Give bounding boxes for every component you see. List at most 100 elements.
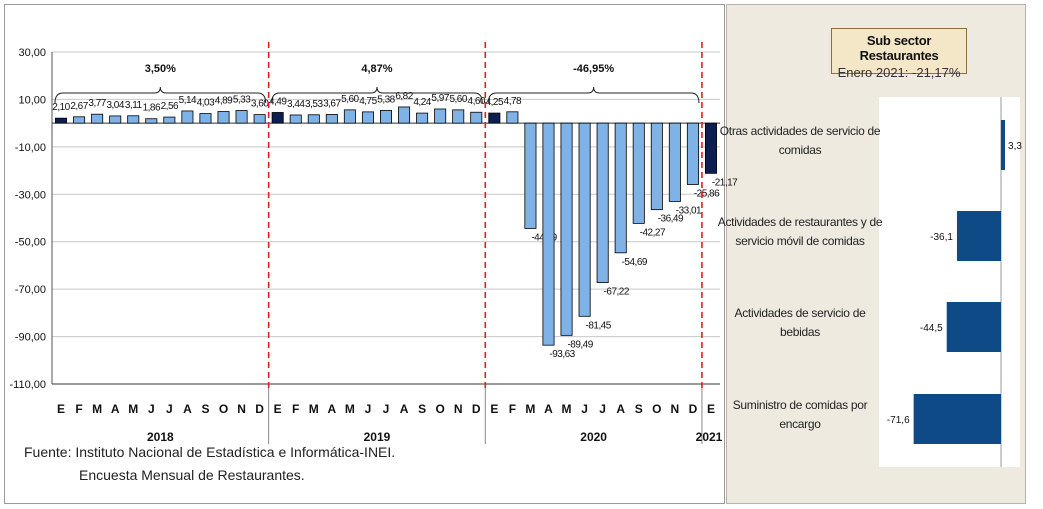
bar-value-label: 5,33 bbox=[233, 95, 251, 106]
bar bbox=[325, 114, 338, 124]
bar bbox=[380, 109, 392, 124]
bar-value-label: -93,63 bbox=[549, 349, 575, 360]
bar-value-label: 5,60 bbox=[449, 94, 467, 105]
y-tick-label: -90,00 bbox=[15, 332, 46, 344]
bar bbox=[271, 112, 284, 124]
bar bbox=[398, 106, 411, 124]
bar-value-label: -54,69 bbox=[622, 257, 648, 268]
bar bbox=[614, 122, 627, 254]
bar bbox=[578, 122, 591, 317]
annual-bracket bbox=[54, 86, 267, 104]
bar bbox=[163, 116, 176, 124]
x-tick-label: D bbox=[472, 402, 481, 416]
subsector-bar bbox=[946, 302, 1001, 352]
bar bbox=[632, 122, 645, 224]
subsector-category-label: servicio móvil de comidas bbox=[735, 234, 865, 248]
x-tick-label: A bbox=[544, 402, 553, 416]
x-tick-label: M bbox=[562, 402, 572, 416]
x-tick-label: J bbox=[148, 402, 155, 416]
x-tick-label: M bbox=[309, 402, 319, 416]
x-tick-label: M bbox=[128, 402, 138, 416]
bar bbox=[217, 111, 230, 124]
x-tick-label: E bbox=[274, 402, 282, 416]
bar bbox=[253, 114, 266, 124]
bar bbox=[470, 111, 483, 124]
bar bbox=[668, 122, 681, 202]
bar bbox=[488, 112, 501, 124]
bar-value-label: -33,01 bbox=[676, 205, 702, 216]
x-tick-label: A bbox=[111, 402, 120, 416]
x-tick-label: E bbox=[490, 402, 498, 416]
x-tick-label: J bbox=[166, 402, 173, 416]
x-tick-label: N bbox=[237, 402, 246, 416]
subsector-subtitle: Enero 2021: -21,17% bbox=[837, 65, 961, 80]
bar-value-label: 4,49 bbox=[269, 96, 287, 107]
bar-value-label: 1,86 bbox=[143, 103, 161, 114]
subsector-category-label: encargo bbox=[779, 417, 821, 431]
subsector-category-label: comidas bbox=[779, 143, 822, 157]
bar-value-label: 4,89 bbox=[215, 96, 233, 107]
y-tick-label: -110,00 bbox=[10, 379, 47, 391]
subsector-category-label: bebidas bbox=[780, 325, 820, 339]
annual-bracket bbox=[487, 86, 700, 104]
x-tick-label: M bbox=[345, 402, 355, 416]
bar-value-label: -81,45 bbox=[585, 320, 611, 331]
annual-bracket bbox=[271, 86, 483, 104]
y-tick-label: -70,00 bbox=[15, 284, 46, 296]
bar bbox=[55, 117, 68, 124]
bar-value-label: 4,78 bbox=[504, 96, 522, 107]
x-tick-label: A bbox=[616, 402, 625, 416]
bar bbox=[704, 122, 717, 174]
bar-value-label: 5,14 bbox=[179, 95, 197, 106]
bar-value-label: 3,53 bbox=[305, 99, 323, 110]
x-tick-label: J bbox=[365, 402, 372, 416]
bar bbox=[361, 111, 374, 124]
bar bbox=[596, 122, 609, 283]
bar bbox=[307, 114, 320, 124]
x-tick-label: F bbox=[292, 402, 299, 416]
x-tick-label: J bbox=[581, 402, 588, 416]
y-tick-label: -30,00 bbox=[15, 189, 46, 201]
bar-value-label: 4,60 bbox=[468, 96, 486, 107]
bar bbox=[343, 109, 356, 124]
x-tick-label: A bbox=[328, 402, 337, 416]
x-tick-label: O bbox=[219, 402, 228, 416]
bar bbox=[560, 122, 573, 336]
x-tick-label: O bbox=[652, 402, 661, 416]
bar bbox=[109, 115, 122, 124]
y-tick-label: 30,00 bbox=[18, 47, 46, 59]
bar bbox=[416, 112, 429, 124]
bar-value-label: 2,67 bbox=[70, 101, 88, 112]
y-tick-label: -50,00 bbox=[15, 237, 46, 249]
bar bbox=[289, 114, 302, 124]
annual-variation-label: -46,95% bbox=[573, 63, 614, 75]
x-tick-label: S bbox=[418, 402, 426, 416]
bar-value-label: -36,49 bbox=[658, 214, 684, 225]
bar-value-label: 5,60 bbox=[341, 94, 359, 105]
year-label: 2019 bbox=[364, 430, 391, 444]
bar-value-label: 2,10 bbox=[52, 102, 70, 113]
subsector-title-box: Sub sector Restaurantes Enero 2021: -21,… bbox=[831, 28, 967, 80]
bar-value-label: 4,03 bbox=[197, 98, 215, 109]
subsector-title: Sub sector Restaurantes bbox=[859, 33, 939, 63]
bar bbox=[650, 122, 663, 211]
x-tick-label: N bbox=[671, 402, 680, 416]
subsector-category-label: Actividades de restaurantes y de bbox=[718, 215, 883, 229]
x-tick-label: M bbox=[92, 402, 102, 416]
subsector-category-label: Otras actividades de servicio de bbox=[720, 124, 881, 138]
bar-value-label: 3,11 bbox=[125, 100, 143, 111]
bar bbox=[73, 116, 86, 124]
x-tick-label: F bbox=[75, 402, 82, 416]
bar-value-label: -42,27 bbox=[640, 227, 666, 238]
x-tick-label: D bbox=[255, 402, 264, 416]
bar-value-label: 3,67 bbox=[323, 98, 341, 109]
bar bbox=[235, 110, 248, 124]
subsector-bar bbox=[956, 211, 1001, 261]
subsector-category-label: Actividades de servicio de bbox=[735, 306, 867, 320]
subsector-bar bbox=[913, 394, 1001, 444]
bar-value-label: -89,49 bbox=[567, 339, 593, 350]
annual-variation-label: 4,87% bbox=[361, 63, 392, 75]
x-tick-label: J bbox=[383, 402, 390, 416]
